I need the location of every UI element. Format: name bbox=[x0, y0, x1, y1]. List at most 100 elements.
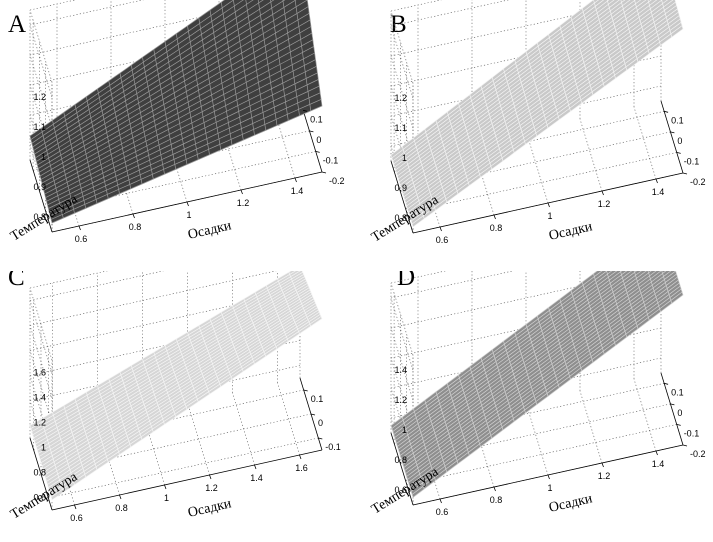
surface-mesh-line bbox=[36, 280, 307, 448]
surface-mesh-line bbox=[393, 0, 610, 165]
x-tick-label: 1.6 bbox=[295, 463, 308, 473]
surface-mesh-line bbox=[37, 283, 308, 451]
y-tick bbox=[315, 151, 320, 153]
z-tick-label: 1.4 bbox=[394, 365, 407, 375]
y-tick bbox=[310, 413, 316, 416]
z-tick-label: 1.2 bbox=[394, 395, 407, 405]
x-tick-label: 0.6 bbox=[436, 235, 449, 245]
box-edge bbox=[29, 287, 53, 361]
side-wall-gridline bbox=[29, 375, 53, 448]
side-wall-gridline bbox=[29, 144, 53, 218]
surface-mesh-line bbox=[393, 271, 613, 435]
floor-gridline bbox=[277, 382, 300, 456]
x-tick bbox=[132, 213, 135, 219]
side-wall-gridline bbox=[390, 327, 414, 401]
side-wall-gridline bbox=[390, 55, 414, 129]
side-wall-gridline bbox=[29, 300, 53, 373]
x-axis-label: Осадки bbox=[548, 491, 595, 516]
panel-d: D 0.6 0.8 1 1.2 1.4 0.1 0 -0.1 -0.2 0.6 0.8 1 1.2 1.4… bbox=[357, 271, 713, 542]
x-tick-label: 1 bbox=[547, 483, 552, 493]
y-tick-label: -0.1 bbox=[684, 156, 700, 166]
z-tick-label: 1.1 bbox=[33, 122, 46, 132]
panel-c: C 0.6 0.8 1 1.2 1.4 1.6 0.1 0 -0.1 0.6 0.8 1 1.2 1.4 1… bbox=[0, 271, 356, 542]
x-tick-label: 1 bbox=[164, 493, 169, 503]
z-tick-label: 1 bbox=[402, 425, 407, 435]
x-tick bbox=[655, 178, 658, 184]
z-tick-label: 0.8 bbox=[33, 468, 46, 478]
surface-mesh-line bbox=[30, 0, 235, 140]
surface-mesh-line bbox=[32, 0, 254, 148]
y-tick-label: 0.1 bbox=[671, 115, 684, 125]
side-wall-gridline bbox=[390, 297, 414, 371]
surface-mesh-line bbox=[30, 271, 297, 429]
floor-gridline bbox=[525, 130, 549, 204]
floor-gridline bbox=[579, 390, 603, 464]
y-tick-label: -0.1 bbox=[325, 442, 341, 452]
floor-gridline bbox=[471, 142, 495, 216]
z-tick-label: 1.4 bbox=[33, 393, 46, 403]
z-tick-label: 1.2 bbox=[33, 418, 46, 428]
x-tick bbox=[294, 177, 297, 183]
x-tick-label: 1.4 bbox=[291, 186, 304, 196]
surface-mesh-line bbox=[33, 0, 264, 151]
y-tick bbox=[670, 403, 675, 406]
y-tick-label: -0.2 bbox=[690, 449, 706, 459]
x-tick-label: 1.2 bbox=[237, 198, 250, 208]
x-tick-label: 0.6 bbox=[70, 513, 83, 523]
surface-mesh-line bbox=[619, 271, 639, 329]
x-axis-label: Осадки bbox=[548, 219, 595, 244]
box-edge bbox=[390, 10, 414, 84]
surface-mesh-line bbox=[391, 271, 603, 429]
x-tick-label: 0.6 bbox=[436, 507, 449, 517]
surface-mesh-line bbox=[39, 287, 310, 457]
x-tick-label: 1.2 bbox=[598, 471, 611, 481]
y-tick bbox=[676, 424, 681, 426]
x-axis-label: Осадки bbox=[187, 496, 234, 521]
z-tick-label: 1.2 bbox=[33, 92, 46, 102]
surface-mesh-line bbox=[633, 271, 650, 321]
y-tick-label: -0.2 bbox=[690, 177, 706, 187]
surface-plot-b: 0.60.811.21.40.10-0.1-0.20.80.911.11.2Ос… bbox=[369, 0, 706, 245]
y-tick bbox=[664, 110, 669, 113]
surface-mesh-line bbox=[647, 271, 661, 312]
surface-mesh-line bbox=[39, 289, 311, 460]
y-tick-label: -0.1 bbox=[323, 155, 339, 165]
y-tick-label: -0.1 bbox=[684, 428, 700, 438]
y-tick bbox=[303, 109, 308, 112]
y-tick bbox=[670, 131, 675, 134]
y-axis-line bbox=[660, 372, 684, 446]
y-tick-label: 0 bbox=[318, 418, 323, 428]
z-tick-label: 0.8 bbox=[394, 455, 407, 465]
surface-mesh-line bbox=[31, 271, 301, 433]
x-tick bbox=[493, 214, 496, 220]
side-wall-gridline bbox=[29, 325, 53, 398]
y-tick-label: 0.1 bbox=[311, 394, 324, 404]
z-tick-label: 0.9 bbox=[394, 183, 407, 193]
x-tick-label: 1.4 bbox=[652, 459, 665, 469]
x-axis-label: Осадки bbox=[187, 218, 234, 243]
surface-mesh-line bbox=[392, 0, 605, 162]
y-tick bbox=[321, 171, 327, 174]
floor-gridline bbox=[187, 402, 210, 476]
panel-label-c: C bbox=[8, 271, 25, 291]
y-tick bbox=[303, 389, 308, 392]
floor-gridline bbox=[272, 105, 296, 179]
side-wall-gridline bbox=[29, 350, 53, 423]
box-edge bbox=[390, 282, 414, 356]
x-tick bbox=[601, 190, 604, 196]
panel-a: A 0.6 0.8 1 1.2 1.4 0.1 0 -0.1 -0.2 0.8 0.9 1 1.1 1.2… bbox=[0, 0, 356, 271]
z-tick-label: 1.2 bbox=[394, 93, 407, 103]
surface-plot-a: 0.60.811.21.40.10-0.1-0.20.80.911.11.2Ос… bbox=[8, 0, 345, 244]
x-tick bbox=[254, 464, 257, 470]
floor-gridline bbox=[525, 402, 549, 476]
y-tick bbox=[318, 437, 323, 440]
surface-mesh-line bbox=[634, 0, 650, 54]
y-tick bbox=[676, 152, 681, 154]
floor-gridline bbox=[579, 118, 603, 192]
panel-label-a: A bbox=[8, 11, 27, 38]
x-tick bbox=[439, 226, 442, 232]
x-tick-label: 0.6 bbox=[75, 234, 88, 244]
y-tick bbox=[664, 382, 669, 385]
z-tick-label: 1.6 bbox=[33, 368, 46, 378]
z-tick-label: 1 bbox=[41, 443, 46, 453]
